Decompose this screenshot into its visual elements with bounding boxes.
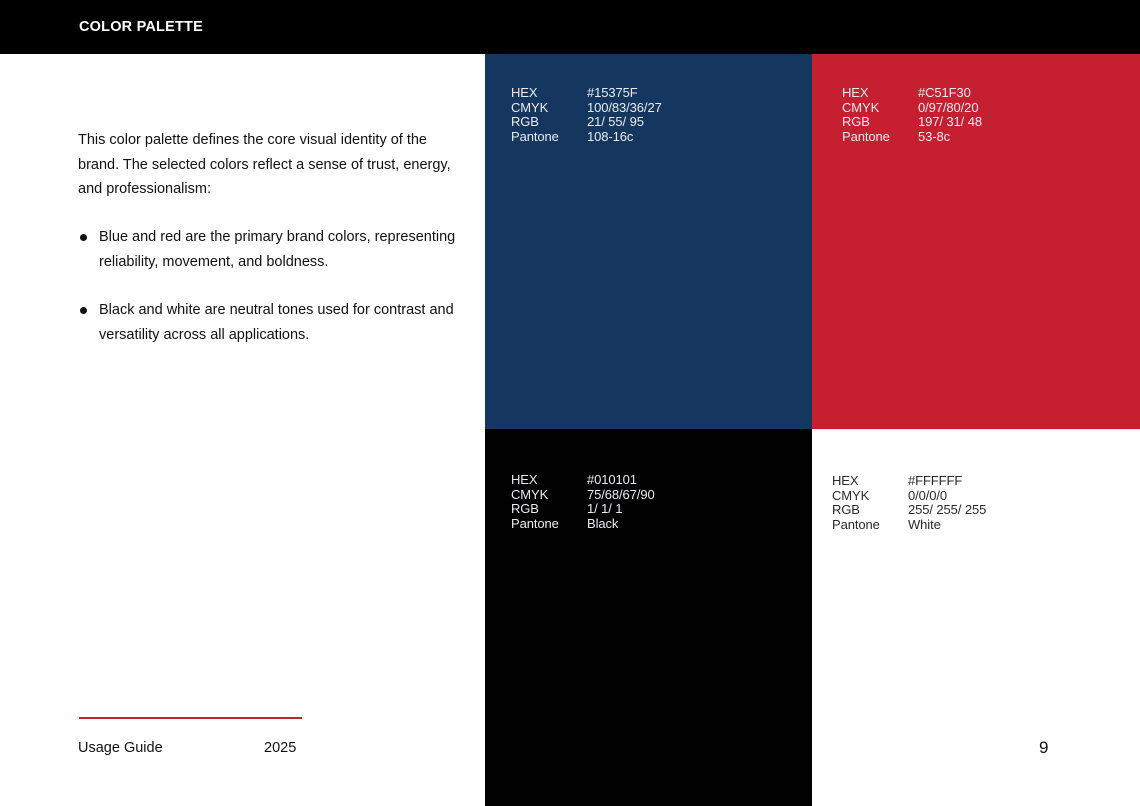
- hex-value: #010101: [587, 472, 637, 487]
- swatch-blue: HEX #15375F CMYK 100/83/36/27 RGB 21/ 55…: [485, 54, 812, 429]
- hex-value: #C51F30: [918, 85, 971, 100]
- spec-label: HEX: [511, 85, 538, 100]
- footer-divider: [79, 717, 302, 719]
- color-specs: HEX #010101 CMYK 75/68/67/90 RGB 1/ 1/ 1…: [511, 472, 655, 531]
- spec-label: Pantone: [511, 128, 559, 144]
- spec-label: HEX: [832, 473, 859, 488]
- pantone-value: 53-8c: [918, 128, 951, 144]
- color-specs: HEX #15375F CMYK 100/83/36/27 RGB 21/ 55…: [511, 85, 662, 144]
- rgb-value: 21/ 55/ 95: [587, 114, 644, 130]
- spec-label: RGB: [832, 502, 860, 518]
- hex-value: #FFFFFF: [908, 473, 963, 488]
- bullet-list: Blue and red are the primary brand color…: [78, 225, 458, 371]
- pantone-value: White: [908, 516, 941, 532]
- cmyk-value: 0/97/80/20: [918, 99, 979, 115]
- spec-label: CMYK: [832, 487, 870, 503]
- spec-label: CMYK: [842, 99, 880, 115]
- swatch-black: HEX #010101 CMYK 75/68/67/90 RGB 1/ 1/ 1…: [485, 429, 812, 806]
- spec-label: Pantone: [842, 128, 890, 144]
- rgb-value: 255/ 255/ 255: [908, 502, 987, 518]
- cmyk-value: 0/0/0/0: [908, 487, 948, 503]
- page-number: 9: [1039, 738, 1049, 757]
- spec-label: HEX: [511, 472, 538, 487]
- hex-value: #15375F: [587, 85, 638, 100]
- rgb-value: 197/ 31/ 48: [918, 114, 982, 130]
- color-specs: HEX #FFFFFF CMYK 0/0/0/0 RGB 255/ 255/ 2…: [832, 473, 987, 532]
- intro-paragraph: This color palette defines the core visu…: [78, 132, 451, 197]
- spec-label: CMYK: [511, 486, 549, 502]
- page-title: COLOR PALETTE: [79, 19, 203, 35]
- spec-label: RGB: [511, 114, 539, 130]
- spec-label: HEX: [842, 85, 869, 100]
- spec-label: RGB: [511, 501, 539, 517]
- spec-label: Pantone: [511, 515, 559, 531]
- bullet-icon: [80, 307, 87, 314]
- footer-year: 2025: [264, 740, 297, 756]
- swatch-white: HEX #FFFFFF CMYK 0/0/0/0 RGB 255/ 255/ 2…: [812, 429, 1140, 806]
- spec-label: RGB: [842, 114, 870, 130]
- bullet-text: Blue and red are the primary brand color…: [99, 229, 456, 270]
- list-item: Black and white are neutral tones used f…: [78, 298, 458, 347]
- spec-label: Pantone: [832, 516, 880, 532]
- spec-label: CMYK: [511, 99, 549, 115]
- bullet-text: Black and white are neutral tones used f…: [99, 302, 454, 343]
- page-header: COLOR PALETTE: [0, 0, 1140, 54]
- cmyk-value: 100/83/36/27: [587, 99, 662, 115]
- pantone-value: 108-16c: [587, 128, 634, 144]
- rgb-value: 1/ 1/ 1: [587, 501, 623, 517]
- list-item: Blue and red are the primary brand color…: [78, 225, 458, 274]
- footer-label: Usage Guide: [78, 740, 163, 756]
- bullet-icon: [80, 234, 87, 241]
- color-specs: HEX #C51F30 CMYK 0/97/80/20 RGB 197/ 31/…: [842, 85, 982, 144]
- cmyk-value: 75/68/67/90: [587, 486, 655, 502]
- pantone-value: Black: [587, 515, 619, 531]
- swatch-red: HEX #C51F30 CMYK 0/97/80/20 RGB 197/ 31/…: [812, 54, 1140, 429]
